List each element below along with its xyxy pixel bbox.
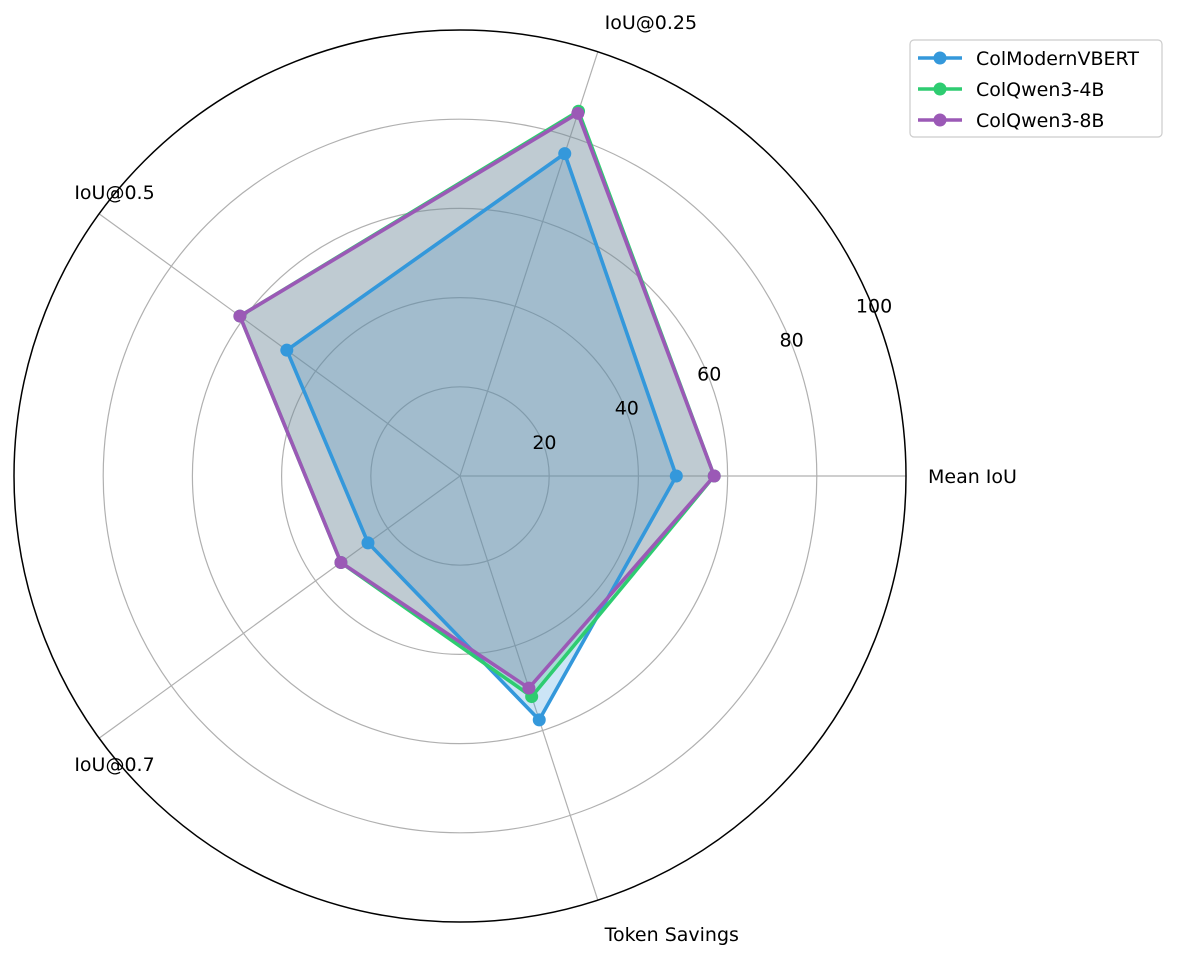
r-tick-label-100: 100 — [856, 295, 892, 317]
legend: ColModernVBERT ColQwen3-4B ColQwen3-8B — [909, 39, 1163, 138]
series-point-2-1 — [571, 106, 585, 120]
series-line-2 — [238, 111, 717, 690]
series-point-0-0 — [669, 469, 683, 483]
axis-label-2: IoU@0.5 — [74, 182, 154, 204]
series-fill-1 — [239, 111, 715, 697]
spoke-3 — [98, 475, 461, 739]
series-point-2-4 — [522, 681, 536, 695]
axis-label-1: IoU@0.25 — [605, 12, 697, 34]
legend-label-1: ColQwen3-4B — [976, 79, 1104, 101]
axis-label-4: Token Savings — [604, 924, 739, 946]
outer-frame — [13, 29, 907, 923]
legend-marker-2 — [933, 113, 947, 127]
series-point-2-0 — [707, 469, 721, 483]
legend-label-0: ColModernVBERT — [976, 48, 1139, 70]
legend-frame — [909, 39, 1163, 138]
spoke-2 — [98, 213, 461, 477]
legend-marker-0 — [933, 51, 947, 65]
r-tick-label-60: 60 — [697, 364, 721, 386]
series-point-0-4 — [532, 713, 546, 727]
axis-label-0: Mean IoU — [928, 466, 1017, 488]
series-line-0 — [284, 151, 679, 722]
axis-label-3: IoU@0.7 — [74, 754, 154, 776]
radar-labels: 20 40 60 80 100 Mean IoU IoU@0.25 IoU@0.5 IoU@0.… — [74, 12, 1017, 946]
r-tick-label-80: 80 — [780, 329, 804, 351]
legend-marker-1 — [933, 82, 947, 96]
series-point-0-1 — [558, 147, 572, 161]
legend-label-2: ColQwen3-8B — [976, 110, 1104, 132]
radar-series — [233, 104, 721, 727]
r-tick-label-40: 40 — [615, 398, 639, 420]
series-point-0-2 — [280, 343, 294, 357]
series-point-2-2 — [233, 309, 247, 323]
series-point-2-3 — [334, 556, 348, 570]
series-fill-0 — [286, 153, 677, 720]
series-fill-2 — [239, 113, 715, 689]
spoke-1 — [459, 51, 599, 477]
series-point-0-3 — [361, 536, 375, 550]
r-tick-label-20: 20 — [532, 432, 556, 454]
